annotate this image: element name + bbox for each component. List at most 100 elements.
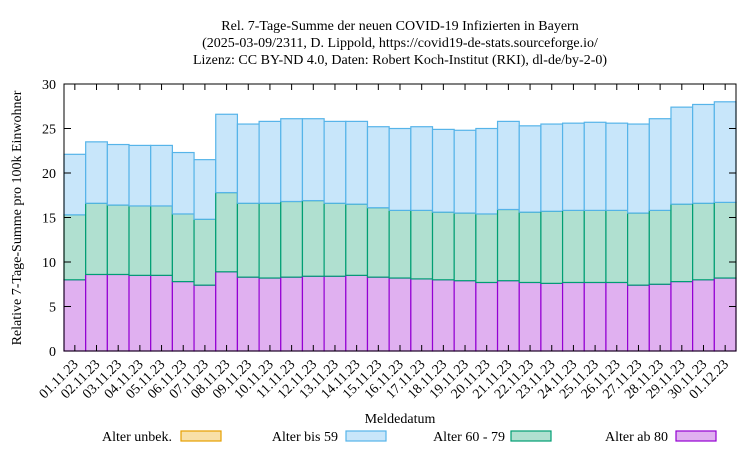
bar-alter-bis-59-22 [540, 123, 564, 212]
bar-alter-bis-59-21 [518, 125, 542, 213]
bar-alter-60-79-4 [150, 205, 173, 276]
y-axis-label: Relative 7-Tage-Summe pro 100k Einwohner [10, 90, 25, 345]
bar-alter-ab-80-15 [388, 277, 412, 352]
bar-alter-60-79-2 [106, 204, 130, 276]
title-line-1: Rel. 7-Tage-Summe der neuen COVID-19 Inf… [221, 19, 578, 34]
bar-alter-60-79-6 [193, 218, 217, 286]
bar-alter-60-79-11 [301, 199, 325, 277]
bar-alter-60-79-0 [63, 214, 87, 281]
y-tick-label-15: 15 [42, 212, 56, 227]
title-line-3: Lizenz: CC BY-ND 4.0, Daten: Robert Koch… [193, 53, 607, 68]
bar-alter-ab-80-8 [236, 276, 260, 352]
bar-alter-ab-80-7 [215, 271, 239, 352]
legend-label-alter-bis-59: Alter bis 59 [272, 430, 338, 445]
bar-alter-ab-80-16 [410, 278, 434, 352]
bar-alter-60-79-16 [410, 209, 434, 280]
bar-alter-60-79-13 [345, 203, 369, 276]
bar-alter-bis-59-3 [128, 144, 152, 207]
bar-alter-ab-80-20 [496, 280, 520, 352]
y-tick-label-30: 30 [42, 78, 56, 93]
bar-alter-bis-59-29 [692, 103, 715, 204]
bar-alter-bis-59-28 [670, 106, 694, 205]
legend-label-alter-unbek: Alter unbek. [102, 430, 172, 445]
bar-alter-ab-80-27 [648, 283, 672, 352]
bar-alter-60-79-17 [431, 211, 455, 281]
bar-alter-60-79-26 [627, 212, 650, 286]
bar-alter-60-79-28 [670, 203, 694, 283]
bar-alter-bis-59-0 [63, 153, 87, 216]
bar-alter-bis-59-9 [258, 120, 282, 204]
bar-alter-ab-80-0 [63, 279, 87, 352]
chart-title: Rel. 7-Tage-Summe der neuen COVID-19 Inf… [193, 19, 607, 68]
bar-alter-60-79-23 [561, 209, 585, 284]
bar-alter-ab-80-13 [345, 274, 369, 352]
y-tick-label-10: 10 [42, 256, 56, 271]
bar-alter-bis-59-18 [453, 129, 477, 214]
bar-alter-bis-59-11 [301, 118, 325, 202]
bar-alter-ab-80-4 [150, 274, 173, 352]
bar-alter-ab-80-9 [258, 277, 282, 352]
bar-alter-60-79-15 [388, 209, 412, 279]
bar-alter-bis-59-25 [605, 122, 629, 211]
bar-alter-bis-59-17 [431, 128, 455, 213]
bars-group [63, 101, 737, 352]
bar-alter-60-79-21 [518, 211, 542, 284]
bar-alter-bis-59-8 [236, 123, 260, 204]
bar-alter-ab-80-2 [106, 273, 130, 352]
bar-alter-bis-59-1 [85, 141, 108, 204]
bar-alter-ab-80-17 [431, 279, 455, 352]
bar-alter-60-79-20 [496, 208, 520, 282]
bar-alter-bis-59-26 [627, 123, 650, 214]
bar-alter-60-79-18 [453, 212, 477, 282]
bar-alter-bis-59-12 [323, 120, 347, 204]
bar-alter-bis-59-27 [648, 118, 672, 211]
bar-alter-ab-80-19 [475, 281, 499, 352]
bar-alter-ab-80-10 [280, 276, 304, 352]
legend-swatch-alter-bis-59 [345, 430, 387, 442]
bar-alter-ab-80-23 [561, 281, 585, 352]
x-axis-label: Meldedatum [365, 412, 436, 427]
bar-alter-bis-59-2 [106, 143, 130, 206]
bar-alter-ab-80-11 [301, 275, 325, 352]
bar-alter-ab-80-14 [366, 276, 390, 352]
bar-alter-60-79-7 [215, 191, 239, 273]
bar-alter-60-79-22 [540, 210, 564, 284]
legend: Alter unbek. Alter bis 59 Alter 60 - 79 Alt… [102, 430, 717, 445]
bar-alter-bis-59-30 [713, 101, 737, 203]
bar-alter-bis-59-6 [193, 159, 217, 220]
bar-alter-ab-80-21 [518, 281, 542, 352]
y-tick-label-20: 20 [42, 167, 56, 182]
title-line-2: (2025-03-09/2311, D. Lippold, https://co… [202, 36, 598, 51]
bar-alter-bis-59-5 [171, 151, 195, 215]
bar-alter-bis-59-13 [345, 120, 369, 205]
bar-alter-ab-80-24 [583, 281, 607, 352]
bar-alter-ab-80-29 [692, 279, 715, 352]
bar-alter-60-79-25 [605, 209, 629, 284]
bar-alter-ab-80-6 [193, 284, 217, 352]
bar-alter-ab-80-1 [85, 273, 108, 352]
bar-alter-bis-59-23 [561, 122, 585, 211]
legend-swatch-alter-ab-80 [675, 430, 717, 442]
bar-alter-60-79-12 [323, 202, 347, 277]
bar-alter-bis-59-20 [496, 120, 520, 211]
bar-alter-ab-80-12 [323, 275, 347, 352]
bar-alter-ab-80-3 [128, 274, 152, 352]
bar-alter-bis-59-15 [388, 127, 412, 211]
legend-swatch-alter-unbek [180, 430, 222, 442]
bar-alter-bis-59-14 [366, 126, 390, 209]
bar-alter-bis-59-24 [583, 121, 607, 211]
bar-alter-60-79-3 [128, 205, 152, 276]
y-tick-label-25: 25 [42, 123, 56, 138]
bar-alter-bis-59-7 [215, 113, 239, 194]
bar-alter-60-79-30 [713, 201, 737, 279]
bar-alter-ab-80-28 [670, 280, 694, 352]
bar-alter-60-79-24 [583, 209, 607, 284]
bar-alter-ab-80-30 [713, 277, 737, 352]
bar-alter-60-79-14 [366, 207, 390, 278]
bar-alter-bis-59-4 [150, 144, 173, 207]
legend-swatch-alter-60-79 [510, 430, 552, 442]
bar-alter-ab-80-22 [540, 282, 564, 352]
y-tick-label-0: 0 [49, 345, 56, 360]
bar-alter-60-79-5 [171, 213, 195, 283]
